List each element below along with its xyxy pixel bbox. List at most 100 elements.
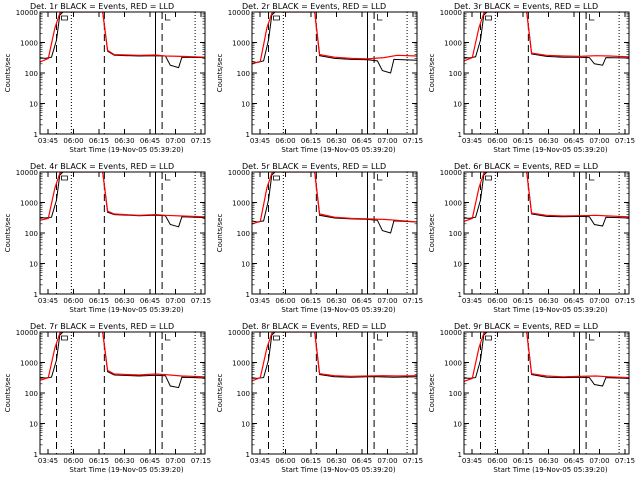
x-tick-label: 07:15 xyxy=(403,457,423,465)
y-tick-label: 10 xyxy=(29,421,38,429)
detector-panel: Det. 6r BLACK = Events, RED = LLD 1 10 100 1… xyxy=(428,162,635,314)
panel-title: Det. 6r BLACK = Events, RED = LLD xyxy=(454,162,598,171)
plot-frame xyxy=(251,11,418,135)
events-series-line xyxy=(252,332,417,379)
x-tick-label: 06:45 xyxy=(140,457,160,465)
y-tick-label: 1000 xyxy=(20,360,38,368)
y-tick-label: 10 xyxy=(29,261,38,269)
x-tick-label: 03:45 xyxy=(462,297,482,305)
x-tick-label: 07:00 xyxy=(165,457,185,465)
flag-mark xyxy=(589,14,595,21)
flag-mark xyxy=(165,174,171,181)
y-axis-label: Counts/sec xyxy=(216,374,224,413)
panel-title: Det. 2r BLACK = Events, RED = LLD xyxy=(242,2,386,11)
events-series-line xyxy=(464,172,629,227)
y-tick-label: 10000 xyxy=(440,169,462,177)
y-axis-label: Counts/sec xyxy=(4,214,12,253)
x-axis-label: Start Time (19-Nov-05 05:39:20) xyxy=(281,306,395,314)
x-tick-label: 06:15 xyxy=(89,457,109,465)
y-tick-label: 1000 xyxy=(232,40,250,48)
x-tick-label: 06:00 xyxy=(487,297,507,305)
panel-title: Det. 7r BLACK = Events, RED = LLD xyxy=(30,322,174,331)
flag-mark xyxy=(273,335,280,341)
y-tick-label: 100 xyxy=(449,390,462,398)
x-tick-label: 07:00 xyxy=(589,297,609,305)
x-tick-label: 06:45 xyxy=(564,137,584,145)
x-tick-label: 06:15 xyxy=(89,297,109,305)
plot-frame xyxy=(463,331,630,455)
lld-series-line xyxy=(40,12,205,63)
detector-panel: Det. 7r BLACK = Events, RED = LLD 1 10 100 1… xyxy=(4,322,211,474)
y-tick-label: 1 xyxy=(458,291,462,299)
x-tick-label: 07:15 xyxy=(191,137,211,145)
x-tick-label: 07:15 xyxy=(191,297,211,305)
flag-mark xyxy=(273,175,280,181)
flag-mark xyxy=(589,334,595,341)
detector-panel: Det. 3r BLACK = Events, RED = LLD 1 10 100 1… xyxy=(428,2,635,154)
y-tick-label: 1 xyxy=(246,451,250,459)
y-tick-label: 10 xyxy=(241,261,250,269)
x-tick-label: 07:00 xyxy=(377,457,397,465)
y-axis-label: Counts/sec xyxy=(428,214,436,253)
y-tick-label: 100 xyxy=(449,70,462,78)
x-tick-label: 06:30 xyxy=(538,297,558,305)
x-tick-label: 06:45 xyxy=(352,457,372,465)
x-tick-label: 06:00 xyxy=(63,297,83,305)
y-axis-label: Counts/sec xyxy=(216,214,224,253)
plot-frame xyxy=(39,171,206,295)
panel-title: Det. 4r BLACK = Events, RED = LLD xyxy=(30,162,174,171)
detector-panel: Det. 4r BLACK = Events, RED = LLD 1 10 100 1… xyxy=(4,162,211,314)
detector-panel: Det. 9r BLACK = Events, RED = LLD 1 10 100 1… xyxy=(428,322,635,474)
panel-title: Det. 8r BLACK = Events, RED = LLD xyxy=(242,322,386,331)
detector-panel: Det. 5r BLACK = Events, RED = LLD 1 10 100 1… xyxy=(216,162,423,314)
y-tick-label: 10 xyxy=(453,421,462,429)
x-tick-label: 06:00 xyxy=(275,457,295,465)
y-axis-label: Counts/sec xyxy=(428,54,436,93)
x-tick-label: 06:00 xyxy=(487,457,507,465)
y-tick-label: 1000 xyxy=(444,360,462,368)
y-tick-label: 10000 xyxy=(16,169,38,177)
x-tick-label: 07:15 xyxy=(615,457,635,465)
x-axis-label: Start Time (19-Nov-05 05:39:20) xyxy=(493,146,607,154)
y-axis-label: Counts/sec xyxy=(216,54,224,93)
x-tick-label: 06:15 xyxy=(301,297,321,305)
flag-mark xyxy=(485,175,492,181)
x-tick-label: 06:45 xyxy=(564,457,584,465)
y-axis-label: Counts/sec xyxy=(428,374,436,413)
x-tick-label: 06:45 xyxy=(352,137,372,145)
y-tick-label: 1000 xyxy=(444,40,462,48)
y-tick-label: 10 xyxy=(241,421,250,429)
x-tick-label: 03:45 xyxy=(250,457,270,465)
x-tick-label: 06:00 xyxy=(63,137,83,145)
panel-title: Det. 5r BLACK = Events, RED = LLD xyxy=(242,162,386,171)
flag-mark xyxy=(377,14,383,21)
x-tick-label: 03:45 xyxy=(38,297,58,305)
x-axis-label: Start Time (19-Nov-05 05:39:20) xyxy=(69,306,183,314)
x-tick-label: 06:15 xyxy=(301,137,321,145)
plot-frame xyxy=(251,331,418,455)
x-tick-label: 07:00 xyxy=(377,297,397,305)
x-tick-label: 07:15 xyxy=(403,297,423,305)
x-tick-label: 06:15 xyxy=(301,457,321,465)
y-tick-label: 10000 xyxy=(16,9,38,17)
lld-series-line xyxy=(464,332,629,382)
y-tick-label: 100 xyxy=(237,70,250,78)
x-tick-label: 06:30 xyxy=(114,137,134,145)
x-tick-label: 03:45 xyxy=(462,137,482,145)
events-series-line xyxy=(464,332,629,387)
x-tick-label: 06:15 xyxy=(513,297,533,305)
flag-mark xyxy=(485,335,492,341)
events-series-line xyxy=(40,332,205,389)
y-tick-label: 10 xyxy=(453,101,462,109)
x-tick-label: 07:15 xyxy=(615,137,635,145)
x-tick-label: 07:00 xyxy=(589,137,609,145)
x-tick-label: 03:45 xyxy=(38,457,58,465)
flag-mark xyxy=(273,15,280,21)
x-tick-label: 06:45 xyxy=(352,297,372,305)
x-tick-label: 07:00 xyxy=(377,137,397,145)
lld-series-line xyxy=(40,332,205,381)
y-tick-label: 1000 xyxy=(20,40,38,48)
lld-series-line xyxy=(252,332,417,382)
y-tick-label: 100 xyxy=(237,230,250,238)
